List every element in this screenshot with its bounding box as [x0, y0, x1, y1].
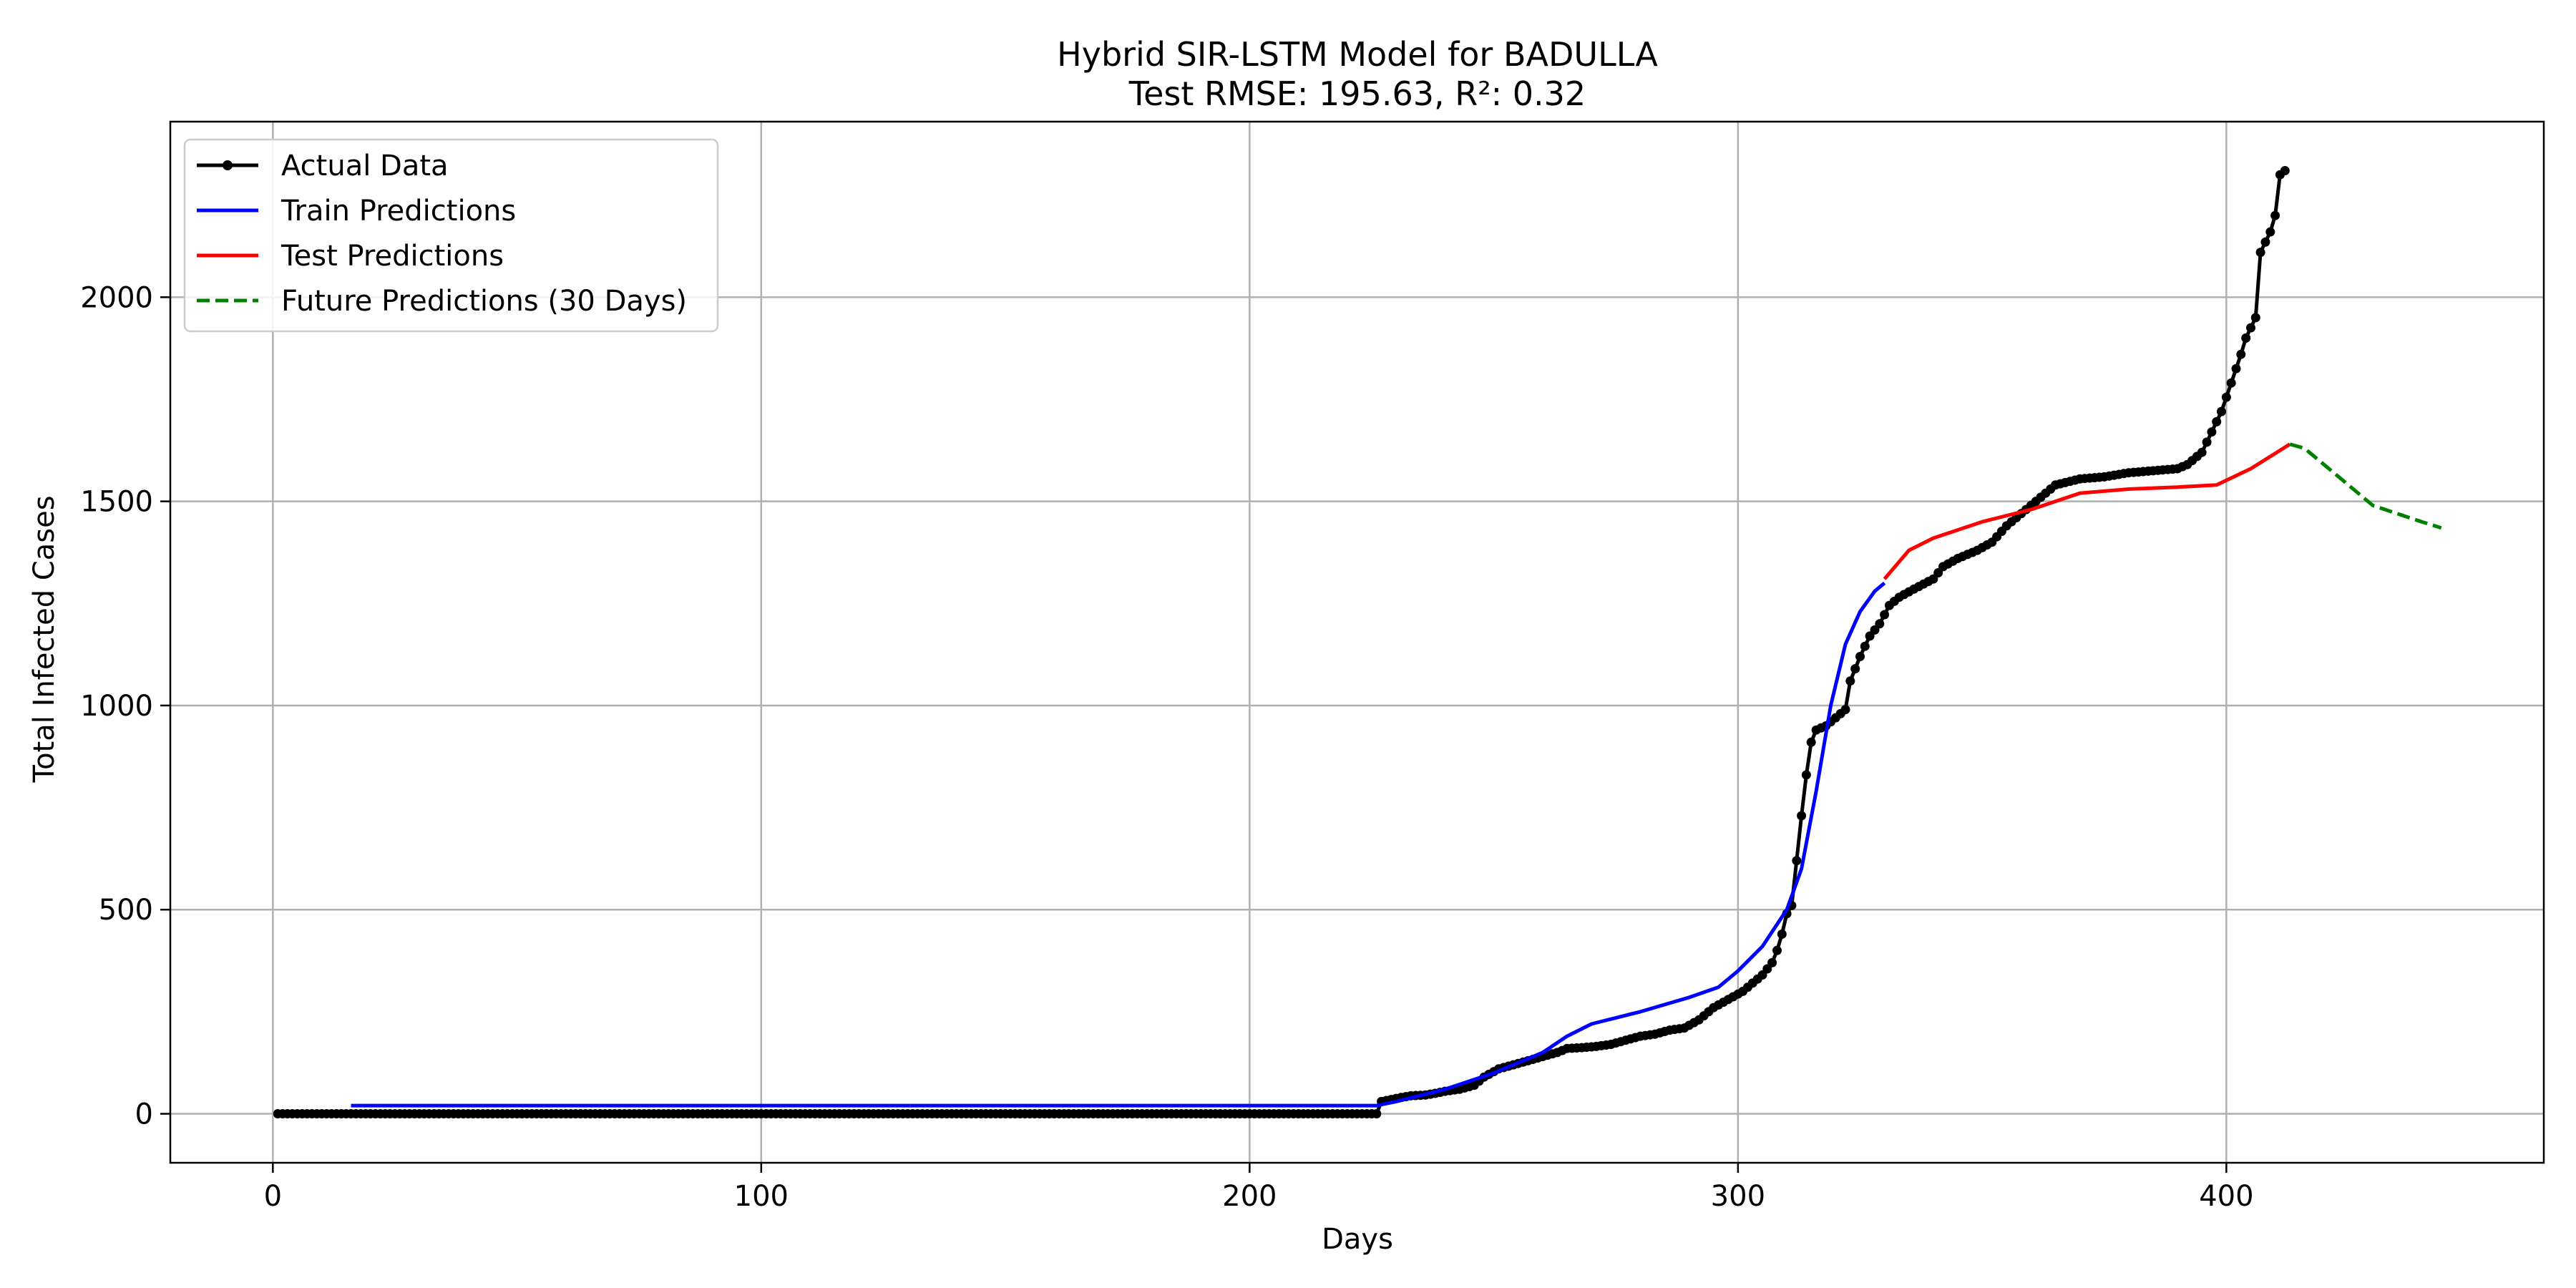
series-markers-actual-data	[273, 166, 2290, 1118]
data-point	[2246, 323, 2255, 333]
data-point	[2265, 227, 2275, 237]
x-axis-label: Days	[1322, 1223, 1393, 1256]
data-point	[1860, 641, 1870, 651]
x-tick-label: 400	[2199, 1180, 2253, 1213]
y-tick-label: 1000	[80, 690, 153, 723]
series-line-future-predictions-30-days	[2289, 442, 2442, 530]
data-point	[1855, 652, 1865, 661]
y-axis-ticks: 0 500 1000 1500 2000	[80, 281, 170, 1131]
legend-label-test-predictions: Test Predictions	[280, 240, 504, 273]
data-point	[1797, 811, 1807, 821]
data-point	[2207, 427, 2217, 437]
data-point	[1850, 664, 1860, 674]
plot-area	[273, 166, 2442, 1118]
legend-box	[183, 138, 719, 333]
data-point	[1840, 705, 1850, 715]
x-tick-label: 0	[264, 1180, 282, 1213]
legend-label-future-predictions-30-days: Future Predictions (30 Days)	[281, 285, 687, 318]
data-point	[2280, 166, 2290, 175]
data-point	[1777, 930, 1787, 939]
data-point	[1806, 737, 1816, 747]
legend-marker-actual-data	[223, 160, 233, 170]
data-point	[2241, 333, 2251, 343]
chart-subtitle: Test RMSE: 195.63, R²: 0.32	[1128, 74, 1586, 113]
data-point	[1880, 610, 1890, 620]
data-point	[1845, 676, 1855, 686]
data-point	[1792, 856, 1802, 866]
data-point	[2231, 364, 2241, 374]
legend: Actual Data Train Predictions Test Predict…	[183, 138, 719, 333]
series-line-train-predictions	[351, 581, 1886, 1108]
data-point	[2217, 406, 2226, 416]
data-point	[1801, 770, 1811, 780]
data-point	[2270, 210, 2280, 220]
data-point	[1372, 1109, 1382, 1118]
data-point	[2250, 313, 2260, 323]
x-axis-ticks: 0 100 200 300 400	[264, 1163, 2254, 1213]
x-tick-label: 100	[734, 1180, 789, 1213]
data-point	[1767, 957, 1777, 967]
series-line-test-predictions	[1883, 442, 2291, 580]
y-axis-label: Total Infected Cases	[28, 495, 61, 783]
data-point	[2212, 416, 2222, 426]
data-point	[2221, 392, 2231, 402]
data-point	[2236, 349, 2246, 359]
axes-frame	[169, 120, 2545, 1164]
data-point	[1772, 945, 1782, 955]
x-tick-label: 200	[1222, 1180, 1277, 1213]
y-tick-label: 1500	[80, 486, 153, 519]
data-point	[2260, 237, 2270, 247]
data-point	[2255, 248, 2265, 258]
x-tick-label: 300	[1711, 1180, 1765, 1213]
y-tick-label: 2000	[80, 281, 153, 314]
data-point	[2226, 378, 2236, 388]
legend-label-train-predictions: Train Predictions	[280, 195, 516, 228]
legend-label-actual-data: Actual Data	[281, 150, 449, 182]
chart-title: Hybrid SIR-LSTM Model for BADULLA	[1057, 35, 1658, 74]
data-point	[1875, 619, 1885, 629]
y-tick-label: 500	[99, 894, 153, 927]
y-tick-label: 0	[135, 1098, 153, 1131]
data-point	[2202, 437, 2212, 447]
data-point	[2197, 447, 2207, 457]
